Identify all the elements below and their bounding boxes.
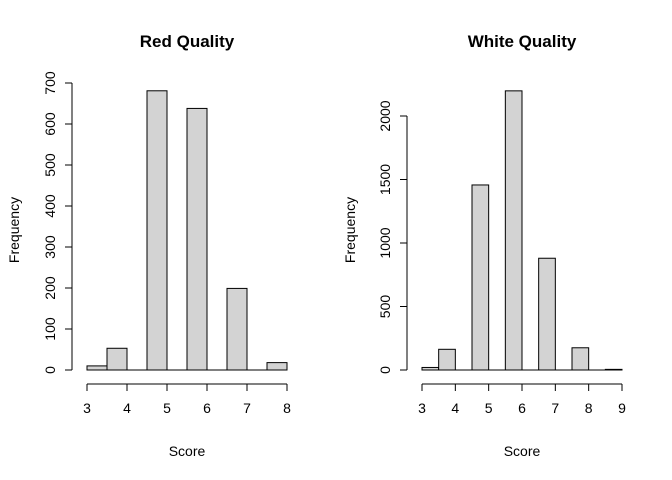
histogram-bar: [421, 366, 440, 371]
x-axis: 3 4 5 6 7 8 9: [418, 383, 626, 416]
bars: [86, 90, 288, 371]
white-quality-histogram: White Quality Score Frequency 3 4 5 6 7 8 9 0 5…: [342, 32, 626, 459]
x-tick-label: 6: [518, 400, 526, 416]
x-tick-label: 5: [163, 400, 171, 416]
y-tick-label: 2000: [377, 100, 393, 131]
y-tick-label: 500: [377, 295, 393, 319]
y-tick-label: 300: [42, 235, 58, 259]
y-tick-label: 0: [42, 366, 58, 374]
x-tick-label: 6: [203, 400, 211, 416]
histogram-bar: [504, 90, 523, 371]
x-tick-label: 4: [451, 400, 459, 416]
x-axis-label: Score: [504, 443, 541, 459]
y-axis: 0 100 200 300 400 500 600 700: [42, 71, 73, 374]
red-quality-histogram: Red Quality Score Frequency 3 4 5 6 7 8 0 100 2…: [6, 32, 291, 459]
histogram-bar: [106, 347, 128, 371]
x-tick-label: 7: [551, 400, 559, 416]
x-axis-label: Score: [169, 443, 206, 459]
y-axis-label: Frequency: [342, 197, 358, 263]
y-tick-label: 1000: [377, 227, 393, 258]
x-tick-label: 4: [123, 400, 131, 416]
x-tick-label: 7: [243, 400, 251, 416]
histogram-bar: [86, 365, 108, 371]
y-tick-label: 200: [42, 276, 58, 300]
y-tick-label: 400: [42, 194, 58, 218]
histogram-bar: [571, 347, 590, 371]
histogram-bar: [438, 348, 456, 371]
y-axis: 0 500 1000 1500 2000: [377, 100, 408, 374]
y-tick-label: 700: [42, 71, 58, 95]
y-tick-label: 500: [42, 153, 58, 177]
histogram-bar: [146, 90, 168, 371]
histogram-bar: [226, 287, 248, 371]
y-tick-label: 600: [42, 112, 58, 136]
x-tick-label: 3: [83, 400, 91, 416]
x-tick-label: 5: [485, 400, 493, 416]
x-tick-label: 8: [585, 400, 593, 416]
y-axis-label: Frequency: [6, 197, 22, 263]
histogram-bar: [538, 257, 556, 371]
x-tick-label: 8: [283, 400, 291, 416]
x-axis: 3 4 5 6 7 8: [83, 383, 291, 416]
y-tick-label: 100: [42, 317, 58, 341]
chart-title: Red Quality: [140, 32, 235, 51]
bars: [421, 90, 623, 371]
y-tick-label: 0: [377, 366, 393, 374]
histogram-bar: [266, 362, 288, 371]
x-tick-label: 9: [618, 400, 626, 416]
chart-title: White Quality: [468, 32, 577, 51]
histogram-bar: [604, 368, 623, 371]
histogram-bar: [471, 184, 490, 371]
y-tick-label: 1500: [377, 164, 393, 195]
x-tick-label: 3: [418, 400, 426, 416]
histogram-bar: [186, 107, 208, 371]
